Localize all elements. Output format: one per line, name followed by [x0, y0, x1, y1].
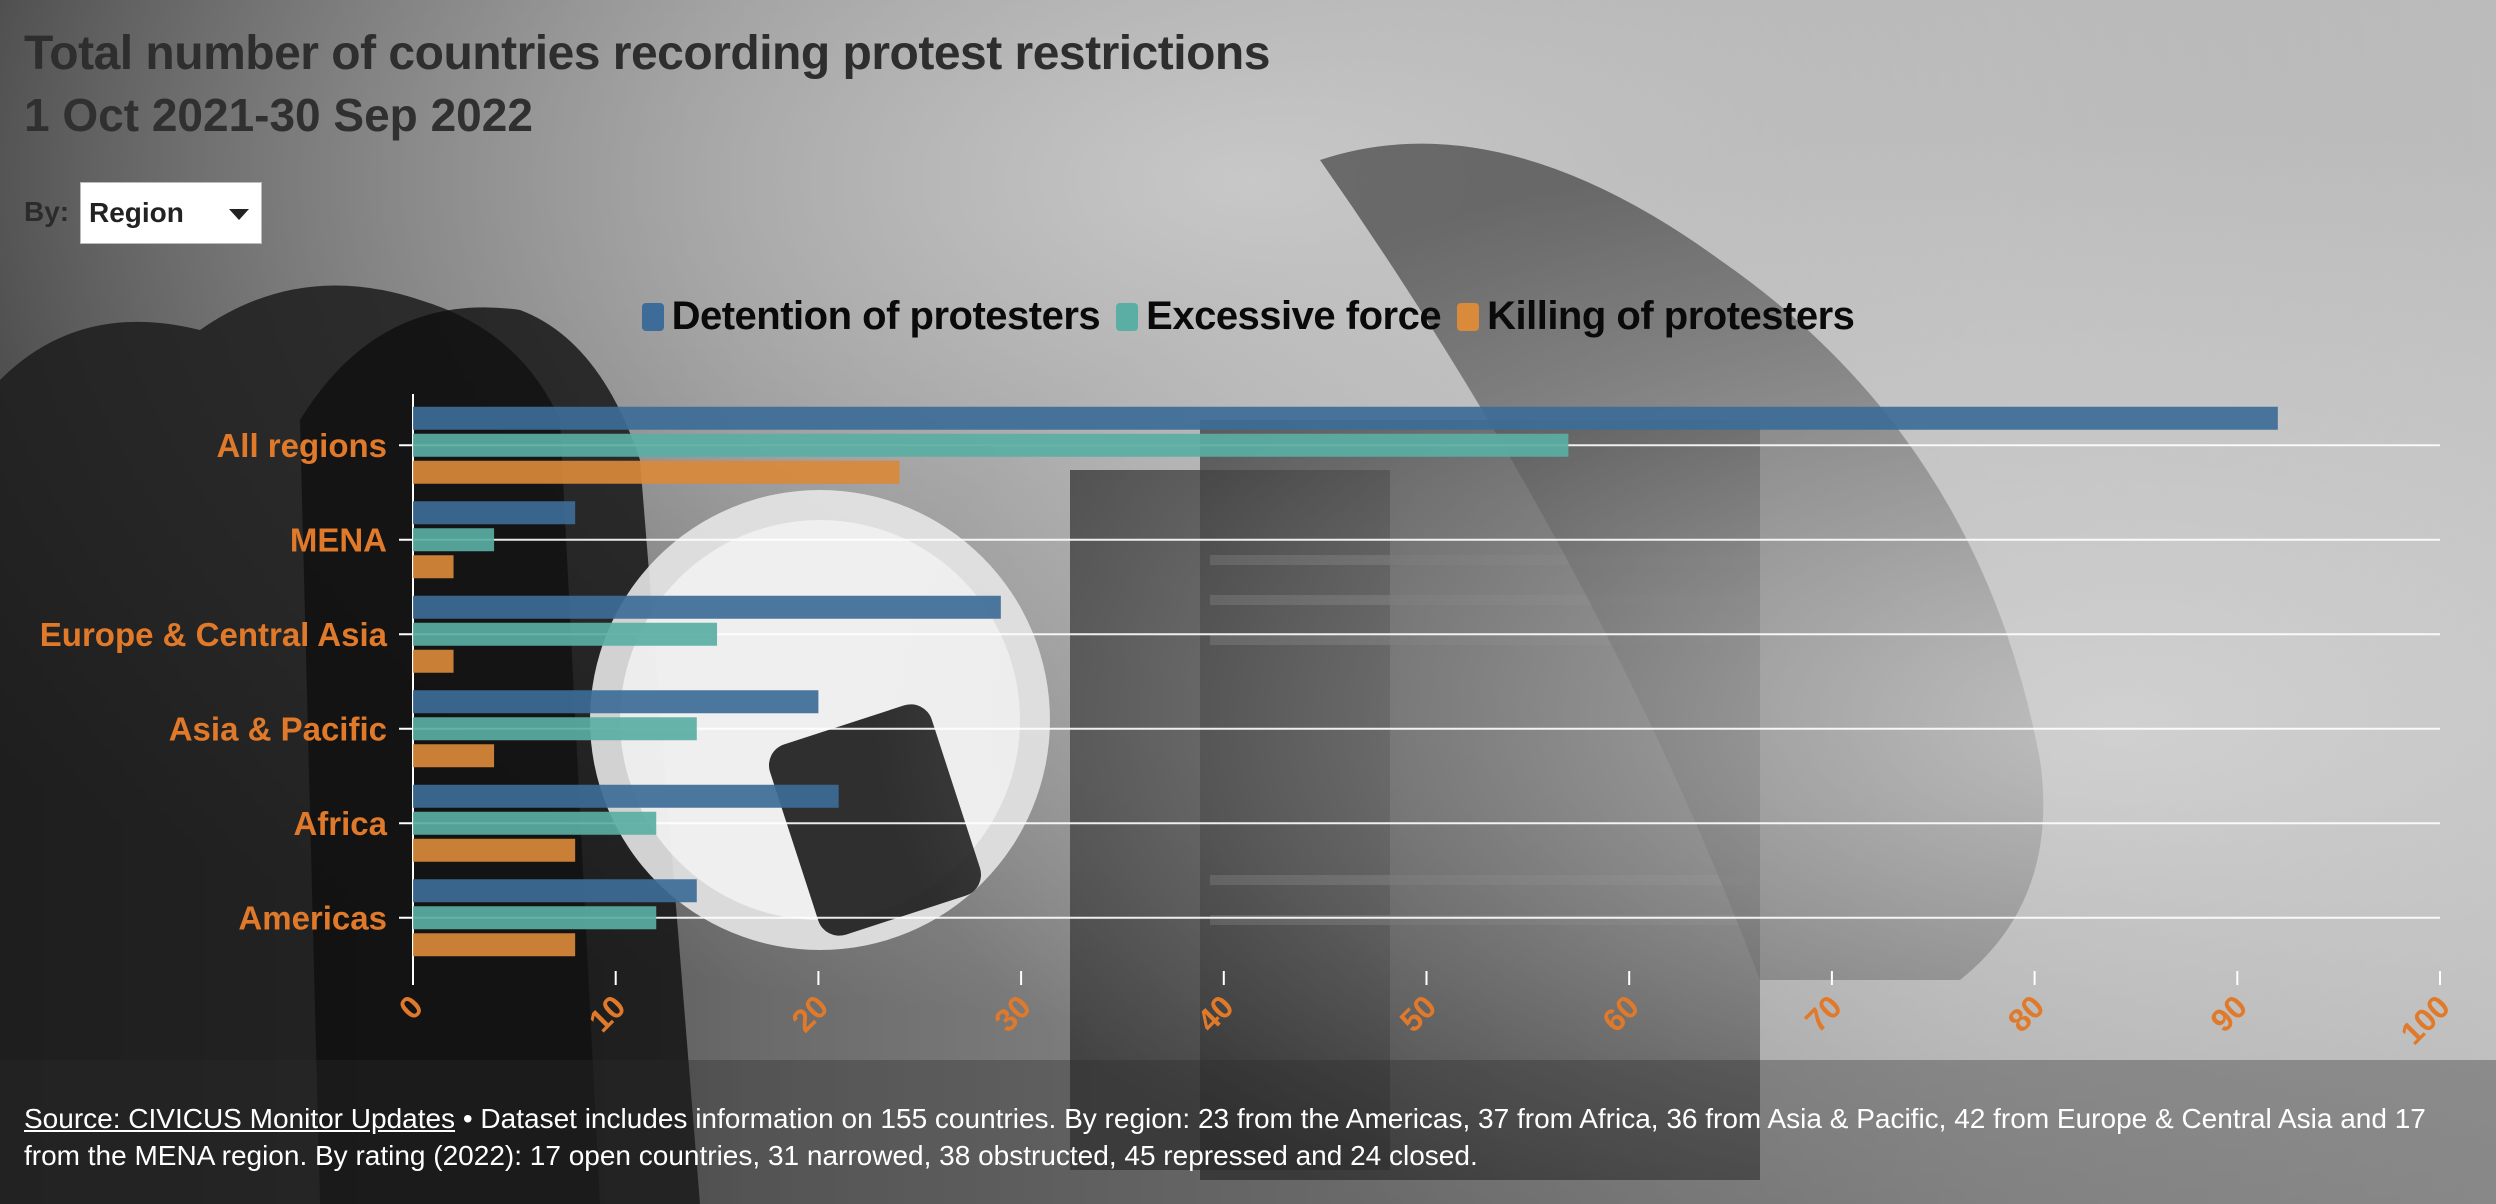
filter-label: By:	[24, 196, 70, 227]
category-label: Africa	[293, 805, 387, 842]
bar[interactable]	[413, 460, 900, 484]
bar[interactable]	[413, 784, 839, 808]
source-note: Source: CIVICUS Monitor Updates • Datase…	[24, 1100, 2464, 1174]
bar[interactable]	[413, 906, 657, 930]
x-tick-label: 0	[392, 988, 430, 1026]
bar[interactable]	[413, 528, 495, 552]
grouping-select-value: Region	[89, 197, 184, 228]
legend-item-killing[interactable]: Killing of protesters	[1457, 294, 1855, 339]
bar[interactable]	[413, 406, 2278, 430]
legend-item-detention[interactable]: Detention of protesters	[641, 294, 1101, 339]
bar[interactable]	[413, 690, 819, 714]
x-tick-label: 80	[2001, 988, 2052, 1039]
x-tick-label: 90	[2203, 988, 2254, 1039]
legend-swatch-killing	[1457, 302, 1480, 331]
x-tick-label: 20	[785, 988, 836, 1039]
grouping-select[interactable]: Region	[80, 182, 262, 244]
legend-swatch-excessive-force	[1116, 302, 1139, 331]
legend-label-killing: Killing of protesters	[1487, 294, 1855, 338]
x-tick-label: 60	[1595, 988, 1646, 1039]
x-tick-label: 10	[582, 988, 633, 1039]
category-label: All regions	[216, 427, 387, 464]
bar[interactable]	[413, 717, 697, 741]
category-label: MENA	[290, 521, 387, 558]
x-tick-label: 30	[987, 988, 1038, 1039]
bar[interactable]	[413, 622, 718, 646]
category-label: Americas	[238, 899, 387, 936]
chart-subtitle: 1 Oct 2021-30 Sep 2022	[24, 89, 533, 141]
category-label: Asia & Pacific	[169, 710, 387, 747]
bar[interactable]	[413, 838, 576, 862]
bar[interactable]	[413, 933, 576, 957]
x-tick-label: 100	[2394, 988, 2457, 1051]
bar[interactable]	[413, 433, 1569, 457]
source-link[interactable]: Source: CIVICUS Monitor Updates	[24, 1103, 456, 1134]
bar[interactable]	[413, 501, 576, 525]
x-tick-label: 70	[1798, 988, 1849, 1039]
x-tick-label: 40	[1190, 988, 1241, 1039]
chart-title: Total number of countries recording prot…	[24, 27, 1270, 80]
bar[interactable]	[413, 744, 495, 768]
bar[interactable]	[413, 811, 657, 835]
bar[interactable]	[413, 879, 697, 903]
bar[interactable]	[413, 595, 1001, 619]
legend-swatch-detention	[641, 302, 664, 331]
chevron-down-icon	[229, 209, 249, 220]
legend-label-detention: Detention of protesters	[671, 294, 1101, 338]
x-tick-label: 50	[1393, 988, 1444, 1039]
legend-label-excessive-force: Excessive force	[1146, 294, 1442, 338]
chart-legend: Detention of protesters Excessive force …	[0, 294, 2496, 339]
legend-item-excessive-force[interactable]: Excessive force	[1116, 294, 1442, 339]
bar[interactable]	[413, 555, 454, 579]
category-label: Europe & Central Asia	[40, 616, 388, 653]
bar[interactable]	[413, 649, 454, 673]
source-description: • Dataset includes information on 155 co…	[24, 1103, 2426, 1171]
